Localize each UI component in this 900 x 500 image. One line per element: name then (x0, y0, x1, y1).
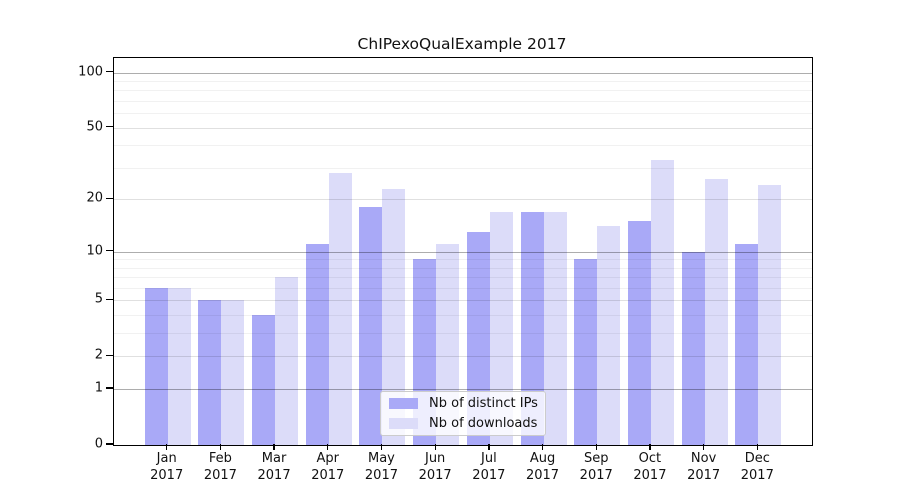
bar-ips-aug (520, 211, 544, 445)
y-tick-label-0: 0 (94, 436, 103, 452)
bars-layer (114, 58, 812, 445)
y-tick-mark-20 (106, 197, 113, 200)
x-tick-mark-mar (273, 444, 275, 450)
x-tick-month: Sep (583, 451, 609, 466)
y-tick-label-2: 2 (94, 347, 103, 363)
x-tick-label-nov: Nov 2017 (687, 451, 720, 484)
x-tick-month: Dec (744, 451, 770, 466)
plot-area (113, 57, 813, 446)
y-tick-mark-5 (106, 298, 113, 301)
x-tick-mark-jan (166, 444, 168, 450)
x-tick-mark-dec (756, 444, 758, 450)
y-tick-mark-2 (106, 354, 113, 357)
x-tick-label-aug: Aug 2017 (526, 451, 559, 484)
x-tick-month: Aug (529, 451, 556, 466)
bar-ips-oct (627, 221, 651, 445)
x-tick-year: 2017 (525, 467, 560, 483)
bar-downloads-sep (597, 226, 621, 445)
bar-downloads-mar (275, 277, 299, 445)
bar-downloads-feb (221, 300, 245, 445)
bar-ips-nov (681, 251, 705, 445)
x-tick-year: 2017 (633, 467, 667, 483)
x-tick-mark-aug (541, 444, 544, 450)
x-tick-mark-apr (327, 444, 329, 450)
y-tick-mark-10 (106, 249, 113, 252)
x-tick-month: Apr (316, 451, 340, 466)
x-tick-month: May (368, 451, 395, 466)
x-tick-label-mar: Mar 2017 (258, 451, 291, 484)
y-tick-mark-1 (106, 387, 113, 389)
x-tick-label-jul: Jul 2017 (472, 451, 505, 484)
bar-ips-feb (198, 300, 222, 445)
x-tick-label-feb: Feb 2017 (204, 451, 237, 484)
x-tick-year: 2017 (579, 467, 613, 483)
x-tick-label-apr: Apr 2017 (311, 451, 344, 484)
bar-ips-sep (574, 259, 598, 445)
bar-ips-apr (305, 244, 329, 445)
x-tick-year: 2017 (740, 467, 774, 483)
x-tick-mark-jul (488, 444, 490, 450)
x-tick-month: Jun (424, 451, 446, 466)
y-tick-label-10: 10 (86, 243, 103, 258)
bar-downloads-may (382, 188, 406, 445)
x-tick-label-jan: Jan 2017 (150, 451, 183, 484)
x-tick-mark-oct (649, 444, 651, 450)
x-tick-label-jun: Jun 2017 (419, 451, 452, 484)
bar-downloads-jan (167, 287, 191, 445)
x-tick-year: 2017 (418, 467, 452, 483)
x-tick-label-sep: Sep 2017 (580, 451, 613, 484)
y-tick-label-100: 100 (78, 64, 103, 80)
legend-item-downloads: Nb of downloads (389, 416, 537, 431)
legend-label-distinct-ips: Nb of distinct IPs (429, 396, 538, 412)
y-tick-label-20: 20 (86, 190, 103, 206)
y-tick-label-5: 5 (94, 291, 103, 307)
x-tick-month: Jan (156, 451, 177, 466)
y-tick-mark-100 (106, 70, 113, 73)
bar-downloads-nov (704, 179, 728, 445)
bar-downloads-aug (543, 211, 567, 445)
x-tick-label-dec: Dec 2017 (741, 451, 774, 484)
y-tick-mark-0 (106, 443, 113, 445)
x-tick-mark-jun (434, 444, 436, 450)
bar-downloads-dec (758, 185, 782, 445)
x-tick-label-oct: Oct 2017 (633, 451, 666, 484)
x-tick-year: 2017 (150, 467, 184, 483)
legend-swatch-downloads (389, 417, 418, 429)
legend-label-downloads: Nb of downloads (429, 415, 538, 431)
legend-item-distinct-ips: Nb of distinct IPs (389, 396, 538, 412)
x-tick-year: 2017 (472, 467, 506, 483)
bar-downloads-oct (650, 160, 674, 445)
x-tick-label-may: May 2017 (365, 451, 398, 484)
bar-ips-may (359, 207, 383, 445)
x-tick-mark-nov (703, 444, 705, 450)
x-tick-month: Oct (638, 451, 662, 466)
x-tick-mark-sep (595, 444, 597, 450)
x-tick-mark-feb (219, 444, 222, 450)
chart-title: ChIPexoQualExample 2017 (357, 35, 567, 53)
x-tick-month: Mar (261, 451, 287, 466)
bar-ips-mar (252, 315, 276, 445)
x-tick-month: Nov (690, 451, 717, 466)
x-tick-month: Feb (208, 451, 232, 466)
bar-downloads-jul (489, 211, 513, 445)
x-tick-year: 2017 (687, 467, 721, 483)
x-tick-year: 2017 (203, 467, 237, 483)
x-tick-month: Jul (481, 451, 497, 466)
x-tick-mark-may (380, 444, 383, 450)
legend-swatch-distinct-ips (389, 398, 418, 410)
legend: Nb of distinct IPs Nb of downloads (380, 391, 546, 436)
x-tick-year: 2017 (311, 467, 345, 483)
bar-downloads-apr (328, 173, 352, 445)
x-tick-year: 2017 (257, 467, 291, 483)
x-tick-year: 2017 (364, 467, 398, 483)
y-tick-label-50: 50 (86, 119, 103, 135)
bar-ips-jan (144, 287, 168, 445)
bar-ips-dec (735, 244, 759, 445)
y-tick-mark-50 (106, 126, 113, 128)
y-tick-label-1: 1 (94, 380, 103, 396)
